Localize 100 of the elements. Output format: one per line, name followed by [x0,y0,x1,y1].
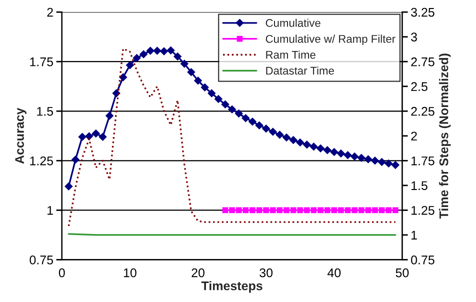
point [276,130,284,139]
point [263,207,269,214]
legend-label: Datastar Time [266,66,334,75]
point [242,114,250,122]
point [358,154,366,162]
point [364,155,372,164]
y-tick-label: 1.75 [30,58,54,66]
point [297,207,304,214]
point [262,124,270,132]
point [200,84,209,92]
y-axis-title: Accuracy [15,108,26,164]
x-tick-label: 0 [58,268,65,278]
point [72,156,80,164]
point [78,133,86,141]
y2-tick-label: 1.25 [412,206,434,215]
point [85,132,93,140]
point [229,207,235,214]
y2-tick-label: 1.75 [412,156,434,166]
point [378,158,386,166]
line-series [68,48,396,227]
y-tick-label: 1 [48,206,53,215]
point [338,207,344,214]
point [344,207,351,214]
point [378,207,385,214]
y2-tick-label: 3 [411,32,417,42]
legend-label: Ram Time [266,50,316,59]
point [324,146,332,154]
point [235,110,243,118]
point [132,54,141,62]
y2-tick-label: 1.5 [412,181,428,190]
point [350,152,358,160]
point [269,128,277,136]
point [126,61,134,70]
y2-tick-label: 2 [411,132,417,140]
point [276,207,283,214]
point [187,68,196,76]
point [365,207,372,214]
point [330,148,338,156]
point [304,207,310,214]
x-tick-label: 30 [260,268,273,278]
point [248,118,256,126]
legend-label: Cumulative [266,18,320,27]
point [392,161,400,169]
x-tick-label: 20 [192,268,204,278]
point [344,151,352,159]
point [242,207,249,214]
y2-tick-label: 1 [412,230,417,240]
point [236,207,242,214]
point [358,207,364,214]
point [221,100,230,108]
point [384,160,392,168]
point [303,140,311,148]
point [208,89,216,98]
point [140,50,148,58]
point [324,207,330,214]
x-tick-label: 50 [396,268,409,278]
point [372,207,378,214]
point [250,207,256,214]
point [392,207,398,214]
point [289,136,298,144]
point [160,47,168,56]
y2-tick-label: 2.25 [411,106,434,116]
point [284,207,290,214]
point [174,52,182,60]
point [371,156,379,164]
y-tick-label: 0.75 [30,256,54,264]
legend-label: Cumulative w/ Ramp Filter [266,34,396,46]
point [222,207,228,214]
point [64,182,73,190]
point [318,207,324,214]
point [106,112,114,120]
y-tick-label: 1.25 [30,156,54,166]
y-tick-label: 1.5 [37,107,54,116]
point [255,122,264,130]
point [282,134,290,142]
point [214,95,222,103]
point [310,207,317,214]
point [337,150,345,158]
y2-axis-title: Time for Steps (Normalized) [439,54,451,219]
point [352,207,358,214]
y2-tick-label: 0.75 [411,256,434,264]
y-tick-label: 2 [47,8,53,17]
x-tick-label: 10 [124,268,136,278]
point [386,207,392,214]
point [194,76,202,84]
y2-tick-label: 2.5 [411,82,428,92]
x-tick-label: 40 [327,268,341,278]
point [92,130,100,138]
point [296,138,304,146]
point [119,73,127,82]
point [228,106,236,114]
point [256,207,262,214]
y2-tick-label: 3.25 [411,8,434,17]
point [180,60,188,68]
point [316,144,324,152]
y2-tick-label: 2.75 [411,57,434,66]
point [166,46,175,54]
point [146,46,154,55]
point [270,207,276,214]
point [331,207,338,214]
